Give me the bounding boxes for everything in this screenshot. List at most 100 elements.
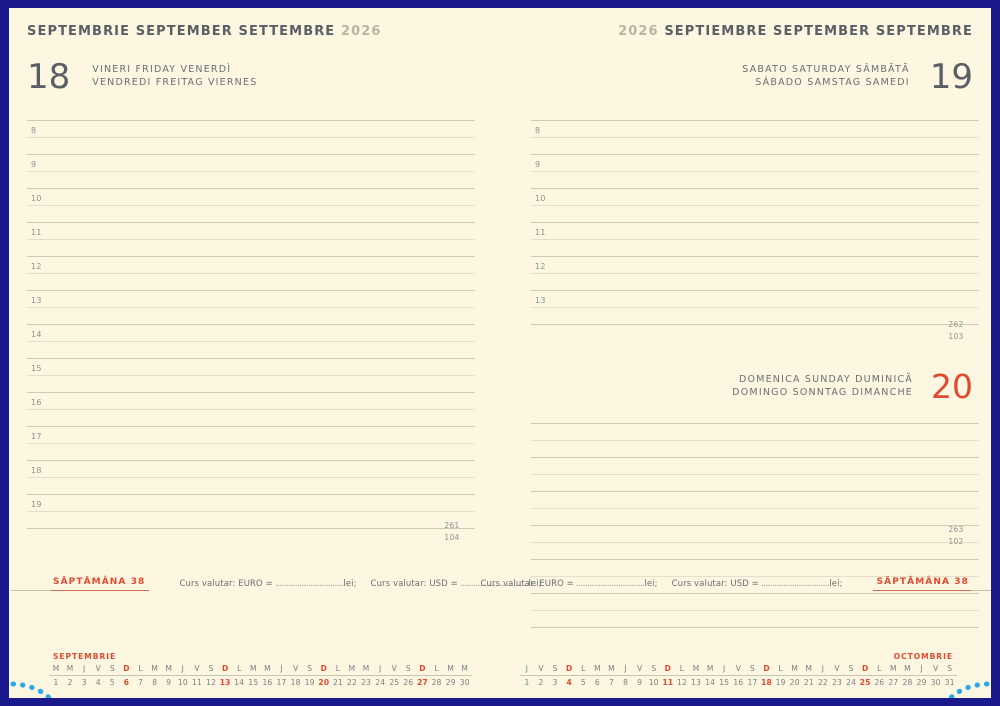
mini-calendar-date-row[interactable]: 1 2 3 4 5 6 7 8 9 10 11 12 13 14 15 16 17 18 19 20 21 22 23 24 2…: [49, 676, 472, 689]
mini-calendar-date[interactable]: 29: [445, 678, 456, 687]
mini-calendar-date[interactable]: 2: [538, 678, 544, 687]
hour-line: [27, 358, 475, 359]
writing-grid-friday-18[interactable]: 8 9 10 11 12 13 14 15 16 17 18 19: [27, 120, 475, 540]
mini-calendar-date[interactable]: 24: [846, 678, 857, 687]
mini-calendar-dow: D: [763, 664, 770, 673]
mini-calendar-date[interactable]: 3: [552, 678, 558, 687]
mini-calendar-date[interactable]: 7: [138, 678, 144, 687]
mini-calendar-date[interactable]: 30: [930, 678, 941, 687]
mini-calendar-dow: M: [165, 664, 173, 673]
mini-calendar-date[interactable]: 7: [609, 678, 614, 687]
mini-calendar-date[interactable]: 21: [803, 678, 814, 687]
mini-calendar-date[interactable]: 25: [859, 678, 871, 687]
mini-calendar-date[interactable]: 30: [459, 678, 470, 687]
mini-calendar-date[interactable]: 10: [648, 678, 659, 687]
mini-calendar-dow: L: [581, 664, 586, 673]
mini-calendar-date-row[interactable]: 1 2 3 4 5 6 7 8 9 10 11 12 13 14 15 16 17 18 19 20 21 22 23 24 2…: [520, 676, 957, 689]
mini-calendar-date[interactable]: 10: [177, 678, 188, 687]
mini-calendar-date[interactable]: 15: [719, 678, 730, 687]
mini-calendar-september[interactable]: SEPTEMBRIE M M J V S D L M M J V S D L M M J V S D L M M J V S D L M M…: [49, 652, 472, 689]
mini-calendar-date[interactable]: 16: [733, 678, 744, 687]
hour-line: [531, 423, 979, 424]
mini-calendar-dow: M: [447, 664, 454, 673]
mini-calendar-date[interactable]: 12: [677, 678, 687, 687]
mini-calendar-date[interactable]: 20: [789, 678, 800, 687]
mini-calendar-date[interactable]: 16: [262, 678, 273, 687]
mini-calendar-date[interactable]: 13: [691, 678, 702, 687]
mini-calendar-date[interactable]: 18: [761, 678, 772, 687]
mini-calendar-dow: S: [947, 664, 953, 673]
mini-calendar-date[interactable]: 22: [347, 678, 357, 687]
mini-calendar-date[interactable]: 15: [248, 678, 259, 687]
mini-calendar-date[interactable]: 17: [276, 678, 287, 687]
writing-grid-sunday-20[interactable]: [531, 423, 979, 628]
half-hour-line: [27, 273, 475, 274]
mini-calendar-date[interactable]: 17: [747, 678, 758, 687]
mini-calendar-date[interactable]: 2: [67, 678, 73, 687]
hour-label: 8: [535, 126, 541, 135]
mini-calendar-date[interactable]: 11: [192, 678, 202, 687]
half-hour-line: [27, 307, 475, 308]
mini-calendar-date[interactable]: 14: [234, 678, 245, 687]
mini-calendar-date[interactable]: 27: [417, 678, 428, 687]
mini-calendar-date[interactable]: 27: [888, 678, 899, 687]
currency-usd-left[interactable]: Curs valutar: USD = ....................…: [371, 579, 542, 589]
mini-calendar-date[interactable]: 1: [524, 678, 530, 687]
mini-calendar-date[interactable]: 19: [304, 678, 315, 687]
half-hour-line: [531, 171, 979, 172]
mini-calendar-date[interactable]: 31: [944, 678, 955, 687]
mini-calendar-date[interactable]: 6: [123, 678, 130, 687]
mini-calendar-dow: J: [378, 664, 382, 673]
hour-line: [27, 256, 475, 257]
day-names-sunday: DOMENICA SUNDAY DUMINICĂ DOMINGO SONNTAG…: [732, 374, 913, 400]
mini-calendar-date[interactable]: 28: [902, 678, 913, 687]
hour-label: 9: [535, 160, 541, 169]
mini-calendar-date[interactable]: 13: [219, 678, 231, 687]
mini-calendar-date[interactable]: 20: [318, 678, 330, 687]
mini-calendar-dow: V: [538, 664, 544, 673]
mini-calendar-date[interactable]: 23: [832, 678, 842, 687]
day-counter-sunday-20: 263 102: [933, 524, 979, 548]
mini-calendar-date[interactable]: 25: [389, 678, 400, 687]
mini-calendar-date[interactable]: 1: [53, 678, 59, 687]
mini-calendar-date[interactable]: 8: [152, 678, 158, 687]
mini-calendar-date[interactable]: 9: [637, 678, 643, 687]
mini-calendar-date[interactable]: 19: [775, 678, 786, 687]
mini-calendar-date[interactable]: 24: [375, 678, 386, 687]
mini-calendar-date[interactable]: 21: [332, 678, 343, 687]
mini-calendar-octombrie[interactable]: OCTOMBRIE J V S D L M M J V S D L M M J V S D L M M J V S D L M M J V S…: [519, 652, 957, 689]
mini-calendar-dow: M: [608, 664, 615, 673]
hour-label: 11: [31, 228, 42, 237]
mini-calendar-date[interactable]: 28: [431, 678, 442, 687]
mini-calendar-date[interactable]: 12: [206, 678, 217, 687]
currency-usd-right[interactable]: Curs valutar: USD = ....................…: [672, 579, 843, 589]
mini-calendar-date[interactable]: 3: [81, 678, 87, 687]
mini-calendar-date[interactable]: 29: [916, 678, 927, 687]
currency-euro-left[interactable]: Curs valutar: EURO = ...................…: [179, 579, 356, 589]
mini-calendar-date[interactable]: 5: [109, 678, 115, 687]
half-hour-line: [531, 542, 979, 543]
mini-calendar-date[interactable]: 4: [566, 678, 572, 687]
mini-calendar-date[interactable]: 26: [403, 678, 414, 687]
mini-calendar-date[interactable]: 8: [623, 678, 629, 687]
half-hour-line: [531, 440, 979, 441]
mini-calendar-date[interactable]: 4: [95, 678, 101, 687]
writing-grid-saturday-19[interactable]: 8 9 10 11 12 13: [531, 120, 979, 334]
hour-line: [27, 460, 475, 461]
mini-calendar-date[interactable]: 11: [662, 678, 674, 687]
mini-calendar-date[interactable]: 26: [874, 678, 885, 687]
mini-calendar-date[interactable]: 9: [166, 678, 172, 687]
hour-label: 13: [535, 296, 546, 305]
month-header-left: SEPTEMBRIE SEPTEMBER SETTEMBRE 2026: [27, 24, 382, 39]
mini-calendar-date[interactable]: 23: [361, 678, 372, 687]
currency-euro-right[interactable]: Curs valutar: EURO = ...................…: [481, 579, 658, 589]
mini-calendar-date[interactable]: 6: [594, 678, 600, 687]
mini-calendar-dow: J: [280, 664, 283, 673]
mini-calendar-date[interactable]: 22: [817, 678, 828, 687]
mini-calendar-date[interactable]: 18: [290, 678, 301, 687]
mini-calendar-date[interactable]: 14: [705, 678, 716, 687]
hour-line: [27, 120, 475, 121]
mini-calendar-date[interactable]: 5: [580, 678, 586, 687]
mini-calendar-dow: S: [208, 664, 214, 673]
